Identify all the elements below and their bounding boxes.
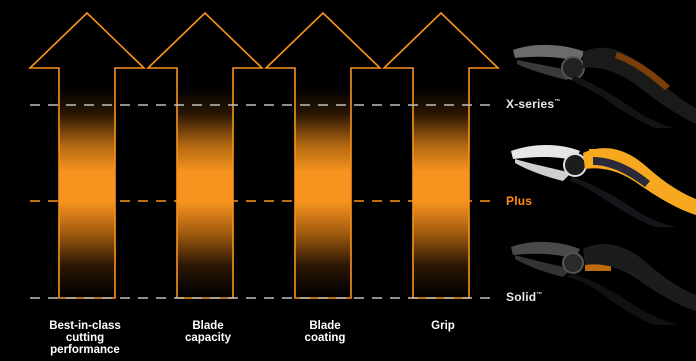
pivot [561, 56, 585, 80]
arrow-blade-coating [264, 11, 382, 299]
arrow-blade-capacity [146, 11, 264, 299]
trademark-mark: ™ [536, 292, 543, 298]
arrow-grip [382, 11, 500, 299]
lower-blade [515, 255, 571, 277]
pruner-solid-image [511, 241, 696, 325]
lower-handle [567, 273, 677, 325]
lower-handle [569, 177, 677, 227]
arrow-outline [146, 11, 264, 299]
category-label-grip: Grip [431, 320, 455, 332]
category-label-blade-coating: Blade coating [304, 320, 346, 344]
arrow-outline [264, 11, 382, 299]
lower-handle [571, 76, 675, 128]
upper-handle [583, 244, 696, 311]
tier-label-solid: Solid™ [506, 290, 543, 304]
handle-accent [615, 52, 670, 90]
category-label-best-in-class: Best-in-class cutting performance [49, 320, 121, 356]
category-label-blade-capacity: Blade capacity [184, 320, 232, 344]
arrow-fill [413, 68, 469, 298]
upper-handle [583, 47, 696, 124]
lock-latch [585, 261, 611, 271]
arrow-outline [382, 11, 500, 299]
tier-label-plus: Plus [506, 194, 533, 208]
lower-blade [517, 60, 575, 80]
arrow-best-in-class [28, 11, 146, 299]
arrow-outline [28, 11, 146, 299]
tier-solid-text: Solid [506, 290, 537, 304]
upper-blade [511, 145, 580, 161]
arrow-fill [177, 68, 233, 298]
lower-blade [515, 159, 571, 181]
tier-xseries-text: X-series [506, 97, 555, 111]
arrow-fill [295, 68, 351, 298]
pivot [562, 252, 584, 274]
trademark-mark: ™ [554, 99, 561, 105]
upper-blade [511, 241, 580, 259]
pruner-plus-image [511, 145, 696, 227]
pruner-xseries-image [513, 44, 696, 128]
arrow-fill [59, 68, 115, 298]
pivot [563, 153, 587, 177]
handle-grip [593, 157, 650, 187]
tier-label-xseries: X-series™ [506, 97, 561, 111]
